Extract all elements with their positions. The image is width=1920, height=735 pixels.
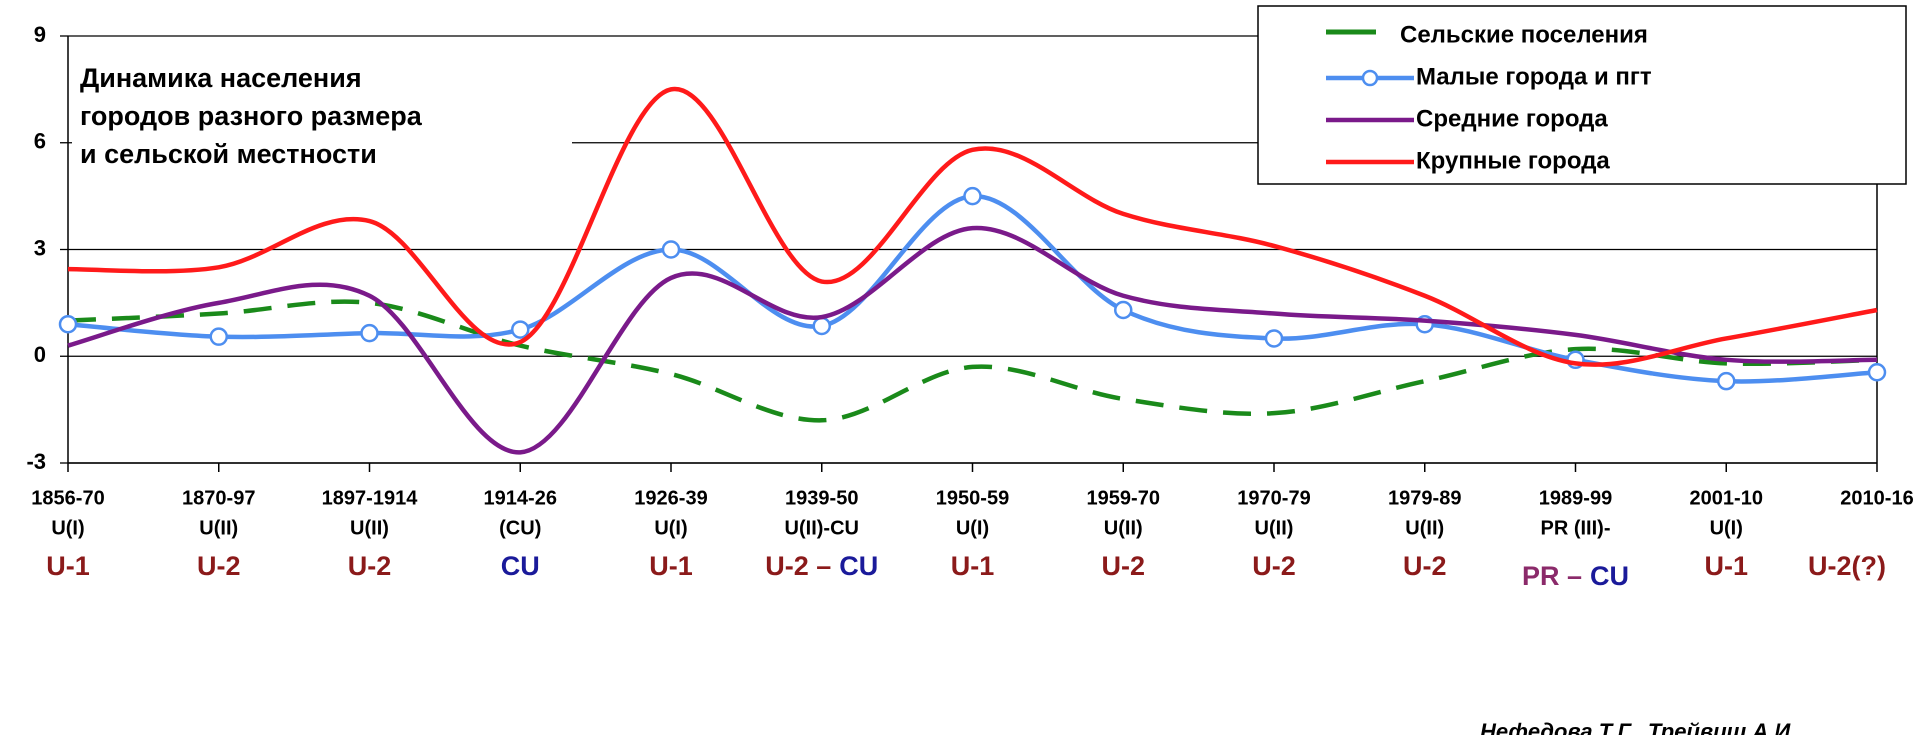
- type-label: U(II): [1255, 517, 1294, 539]
- point-marker: [1867, 363, 1887, 382]
- phase-segment: U-2: [197, 551, 241, 581]
- phase-segment: PR –: [1522, 561, 1582, 591]
- phase-label: U-2: [1403, 551, 1447, 581]
- legend-label: Малые города и пгт: [1416, 63, 1652, 90]
- phase-label: U-2: [1252, 551, 1296, 581]
- series-line: [67, 299, 1878, 423]
- y-tick-label: 0: [34, 342, 46, 367]
- legend-marker: [1361, 69, 1379, 87]
- phase-segment: U-1: [951, 551, 995, 581]
- x-tick-label: 1970-79: [1237, 487, 1310, 509]
- point-marker: [1717, 371, 1736, 391]
- x-tick-label: 1989-99: [1539, 487, 1612, 509]
- phase-segment: U-1: [649, 551, 693, 581]
- x-tick-label: 1856-70: [31, 487, 104, 509]
- point-marker: [1114, 300, 1133, 320]
- phase-label: CU: [501, 551, 540, 581]
- phase-label: U-2: [197, 551, 241, 581]
- y-tick-label: 9: [34, 22, 46, 47]
- phase-label: U-2: [348, 551, 392, 581]
- phase-label: U-1: [1704, 551, 1748, 581]
- point-marker: [511, 320, 530, 339]
- type-label: U(I): [51, 517, 84, 539]
- type-label: PR (III)-: [1541, 517, 1611, 539]
- x-tick-label: 1870-97: [182, 487, 255, 509]
- type-label: U(I): [1710, 517, 1743, 539]
- series-line: [67, 87, 1878, 367]
- y-tick-label: 3: [34, 235, 46, 260]
- chart-title: Динамика населения: [80, 63, 362, 93]
- source: Нефедова Т.Г., Трейвиш А.И.: [1480, 719, 1796, 735]
- phase-segment: U-2: [1101, 551, 1145, 581]
- y-tick-label: 6: [34, 129, 46, 154]
- legend-label: Сельские поселения: [1400, 21, 1648, 48]
- type-label: U(II): [350, 517, 389, 539]
- point-marker: [360, 323, 379, 343]
- type-label: U(I): [654, 517, 687, 539]
- type-label: U(I): [956, 517, 989, 539]
- x-tick-label: 1939-50: [785, 487, 858, 509]
- phase-label: PR – CU: [1522, 561, 1629, 591]
- point-marker: [58, 314, 78, 334]
- phase-label: U-2: [1101, 551, 1145, 581]
- point-marker: [209, 327, 228, 346]
- type-label: U(II): [1104, 517, 1143, 539]
- point-marker: [661, 240, 681, 259]
- legend-box: [1257, 5, 1907, 185]
- phase-segment: U-2: [1403, 551, 1447, 581]
- series-line: [67, 193, 1878, 384]
- chart-title: городов разного размера: [80, 101, 423, 131]
- phase-segment: U-2: [348, 551, 392, 581]
- point-marker: [963, 186, 982, 206]
- point-marker: [812, 316, 831, 336]
- phase-label: U-1: [46, 551, 90, 581]
- x-tick-label: 2001-10: [1690, 487, 1763, 509]
- chart-title: и сельской местности: [80, 139, 377, 169]
- type-label: U(II): [1405, 517, 1444, 539]
- series-line: [67, 225, 1878, 455]
- phase-label: U-1: [951, 551, 995, 581]
- x-tick-label: 1959-70: [1087, 487, 1160, 509]
- phase-segment: U-2 –: [765, 551, 831, 581]
- point-marker: [1264, 329, 1284, 348]
- x-tick-label: 1897-1914: [322, 487, 419, 509]
- x-tick-label: 1914-26: [484, 487, 557, 509]
- phase-segment: CU: [839, 551, 878, 581]
- type-label: U(II): [199, 517, 238, 539]
- phase-segment: U-1: [1704, 551, 1748, 581]
- phase-label: U-2(?): [1808, 551, 1886, 581]
- legend-label: Крупные города: [1416, 147, 1610, 174]
- phase-segment: CU: [1590, 561, 1629, 591]
- x-tick-label: 2010-16: [1840, 487, 1913, 509]
- legend-label: Средние города: [1416, 105, 1608, 132]
- phase-label: U-1: [649, 551, 693, 581]
- phase-segment: U-1: [46, 551, 90, 581]
- type-label: U(II)-CU: [785, 517, 859, 539]
- phase-segment: CU: [501, 551, 540, 581]
- x-tick-label: 1950-59: [936, 487, 1009, 509]
- title-background: [72, 60, 572, 180]
- phase-segment: U-2: [1252, 551, 1296, 581]
- y-tick-label: -3: [26, 449, 46, 474]
- type-label: (CU): [499, 517, 541, 539]
- x-tick-label: 1926-39: [634, 487, 707, 509]
- phase-segment: U-2(?): [1808, 551, 1886, 581]
- x-tick-label: 1979-89: [1388, 487, 1461, 509]
- phase-label: U-2 – CU: [765, 551, 878, 581]
